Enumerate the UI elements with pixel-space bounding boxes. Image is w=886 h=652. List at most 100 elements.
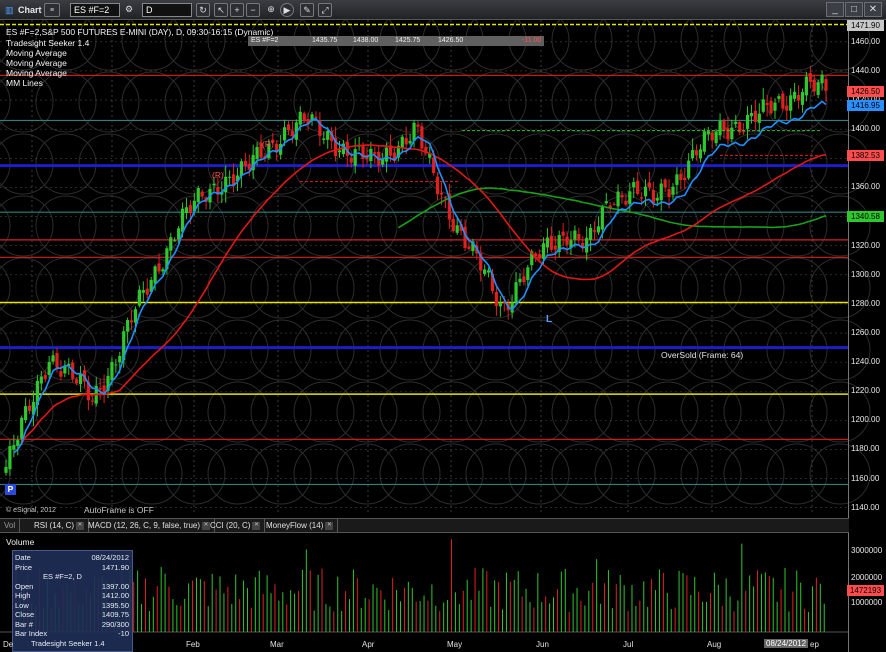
candle-body [636,180,640,194]
close-icon[interactable]: ✕ [252,521,261,530]
candle-body [459,224,463,231]
month-label-dec: De [3,640,14,649]
mm-frame-circle [78,71,140,133]
data-window-key: Price [15,562,33,572]
interval-input[interactable]: D [142,3,192,17]
candle-body [153,266,157,284]
mm-frame-circle [422,443,484,505]
cursor-tool-icon[interactable]: ↖ [214,3,228,17]
tab-macd[interactable]: MACD (12, 26, C, 9, false, true) ✕ [84,519,216,532]
ma-red-line [13,144,827,454]
candle-body [75,379,79,384]
mm-frame-circle [207,133,269,195]
candle-body [522,276,526,283]
candle-body [243,160,247,166]
candle-body [588,227,593,240]
maximize-button[interactable]: □ [845,2,863,17]
mm-frame-circle [35,319,97,381]
candle-body [404,138,408,145]
candle-body [259,142,263,158]
candle-body [141,290,145,293]
tab-cci[interactable]: CCI (20, C) ✕ [206,519,266,532]
candle-body [24,406,28,421]
close-icon[interactable]: ✕ [202,521,211,530]
candle-body [494,291,499,306]
candle-body [793,91,797,99]
cursor-ohlc-strip: ES #F=2 1435.75 1438.00 1425.75 1426.50 … [248,36,544,46]
tab-rsi[interactable]: RSI (14, C) ✕ [30,519,90,532]
symbol-input[interactable]: ES #F=2 [70,3,120,17]
candle-body [514,282,518,303]
candle-body [545,237,550,248]
mm-frame-circle [809,381,871,443]
candle-body [510,302,514,313]
mm-frame-circle [250,257,312,319]
link-chart-icon[interactable]: ⤢ [318,3,332,17]
mm-frame-circle [680,195,742,257]
candle-body [738,121,742,133]
candle-body [314,116,318,118]
candle-body [137,289,141,306]
mm-frame-circle [293,319,355,381]
link-icon[interactable]: ⚙ [124,4,134,14]
candle-body [318,121,322,136]
candle-body [275,143,279,153]
mm-frame-circle [766,319,828,381]
candle-body [565,236,569,245]
candle-body [616,191,620,207]
price-flag: 1416.95 [847,99,884,111]
candle-body [443,197,448,199]
month-label-mar: Mar [270,640,284,649]
mm-frame-circle [336,381,398,443]
candle-body [455,225,459,233]
candle-body [820,74,824,84]
mm-frame-circle [594,257,656,319]
close-button[interactable]: ✕ [864,2,882,17]
candle-body [196,187,200,203]
candle-body [639,197,644,199]
candle-body [177,228,181,240]
candle-body [687,160,691,179]
mm-frame-circle [78,20,140,71]
zoom-out-icon[interactable]: − [246,3,260,17]
candle-body [247,163,251,170]
candle-body [412,122,416,142]
candle-body [671,186,675,195]
play-icon[interactable]: ▶ [280,3,294,17]
mm-frame-circle [121,319,183,381]
draw-tool-icon[interactable]: ✎ [300,3,314,17]
mm-frame-circle [422,319,484,381]
mm-frame-circle [35,443,97,505]
mm-frame-circle [637,381,699,443]
minimize-button[interactable]: _ [826,2,844,17]
candle-body [781,93,785,109]
data-window-value: ES #F=2, D [43,572,82,581]
candle-body [161,269,165,272]
candle-body [537,254,542,259]
mm-frame-circle [250,319,312,381]
candle-body [804,76,808,96]
close-icon[interactable]: ✕ [325,521,334,530]
candle-body [388,145,393,156]
close-icon[interactable]: ✕ [76,521,85,530]
refresh-icon[interactable]: ↻ [196,3,210,17]
candle-body [55,352,59,368]
window-menu-button[interactable]: ≡ [44,3,60,17]
mm-frame-circle [207,443,269,505]
data-window[interactable]: Date 08/24/2012 Price 1471.90 ES #F=2, D Open… [12,550,133,652]
candle-body [420,126,424,149]
mm-frame-circle [465,71,527,133]
crosshair-icon[interactable]: ⊕ [267,4,275,14]
mm-frame-circle [809,319,871,381]
price-tick-label: 1220.00 [851,386,880,396]
candle-body [428,153,432,158]
mm-frame-circle [551,71,613,133]
mm-frame-circle [78,443,140,505]
tab-vol[interactable]: Vol [0,519,21,532]
zoom-in-icon[interactable]: + [230,3,244,17]
price-tick-label: 1300.00 [851,269,880,279]
candle-body [333,137,338,157]
price-chart[interactable] [0,20,886,652]
tab-moneyflow[interactable]: MoneyFlow (14) ✕ [262,519,339,532]
mm-frame-circle [0,195,54,257]
